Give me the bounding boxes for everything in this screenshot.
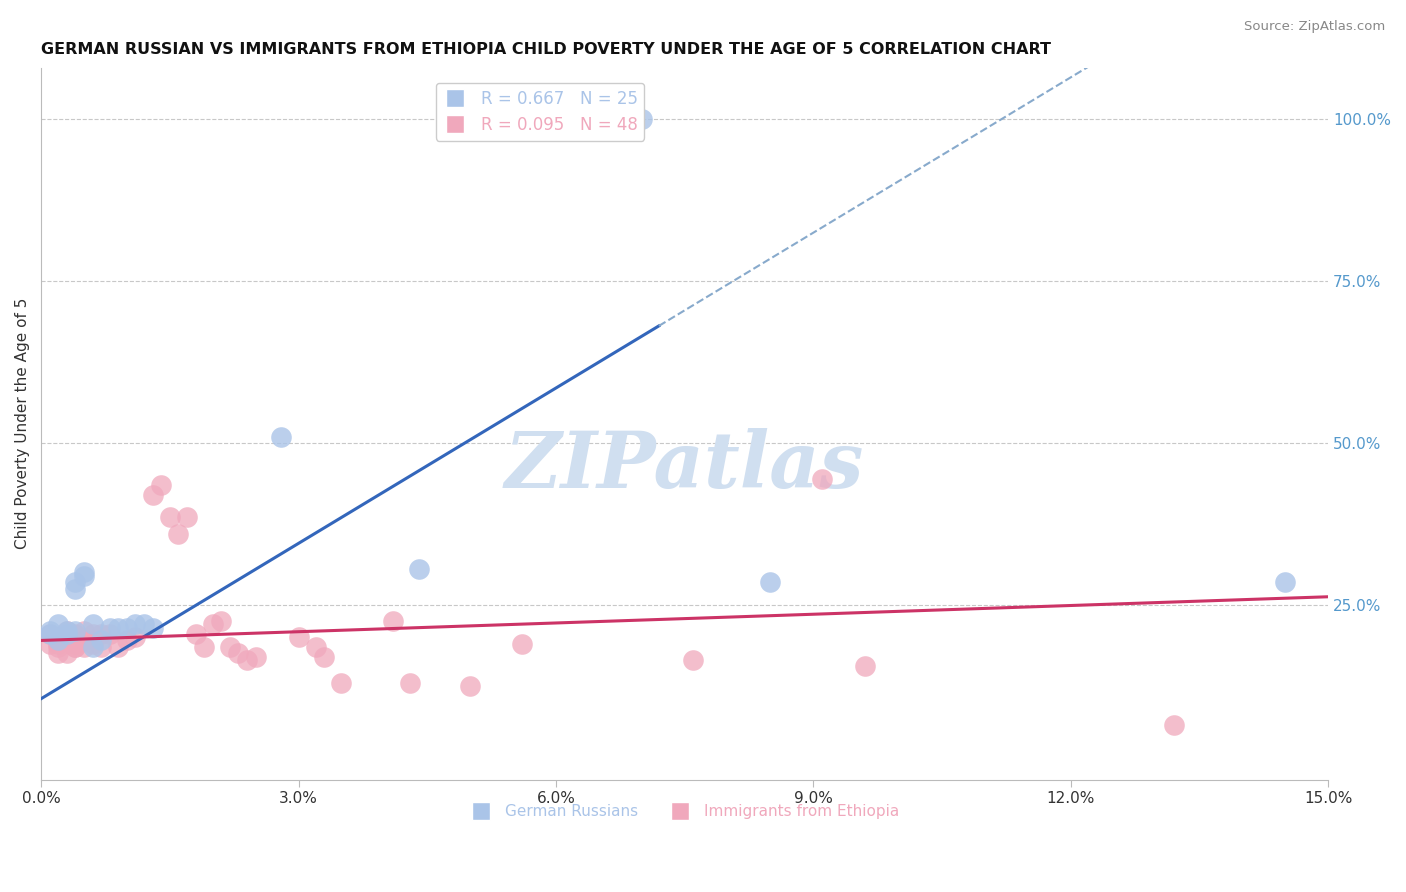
Point [193, 640, 215, 654]
Point [811, 472, 834, 486]
Point [142, 620, 165, 634]
Point [46, 637, 69, 651]
Point [201, 617, 224, 632]
Point [65, 624, 87, 638]
Point [65, 637, 87, 651]
Point [56, 624, 79, 638]
Point [38, 627, 60, 641]
Point [287, 630, 309, 644]
Point [82, 617, 104, 632]
Point [236, 653, 259, 667]
Point [65, 640, 87, 654]
Point [150, 478, 173, 492]
Point [65, 575, 87, 590]
Point [98, 627, 121, 641]
Point [82, 627, 104, 641]
Point [228, 647, 250, 661]
Point [1274, 575, 1296, 590]
Point [115, 620, 138, 634]
Point [510, 637, 533, 651]
Point [142, 488, 165, 502]
Point [408, 562, 430, 576]
Point [1163, 717, 1185, 731]
Point [132, 617, 155, 632]
Legend: German Russians, Immigrants from Ethiopia: German Russians, Immigrants from Ethiopi… [464, 798, 905, 825]
Point [245, 649, 267, 664]
Point [65, 582, 87, 596]
Y-axis label: Child Poverty Under the Age of 5: Child Poverty Under the Age of 5 [15, 298, 30, 549]
Point [759, 575, 782, 590]
Point [98, 620, 121, 634]
Point [330, 675, 353, 690]
Point [124, 630, 146, 644]
Point [82, 637, 104, 651]
Point [167, 526, 190, 541]
Point [38, 624, 60, 638]
Point [38, 627, 60, 641]
Text: ZIPatlas: ZIPatlas [505, 428, 865, 505]
Point [458, 679, 481, 693]
Point [65, 640, 87, 654]
Point [159, 510, 181, 524]
Text: GERMAN RUSSIAN VS IMMIGRANTS FROM ETHIOPIA CHILD POVERTY UNDER THE AGE OF 5 CORR: GERMAN RUSSIAN VS IMMIGRANTS FROM ETHIOP… [41, 42, 1052, 57]
Point [56, 633, 79, 648]
Point [314, 649, 336, 664]
Point [73, 624, 96, 638]
Point [73, 633, 96, 648]
Point [853, 659, 876, 673]
Point [65, 627, 87, 641]
Point [115, 633, 138, 648]
Point [209, 614, 232, 628]
Point [90, 640, 112, 654]
Point [682, 653, 704, 667]
Point [38, 637, 60, 651]
Point [176, 510, 198, 524]
Point [270, 429, 292, 443]
Point [46, 617, 69, 632]
Point [305, 640, 328, 654]
Point [399, 675, 422, 690]
Point [630, 112, 652, 127]
Point [56, 647, 79, 661]
Point [107, 620, 129, 634]
Point [73, 640, 96, 654]
Point [107, 640, 129, 654]
Point [82, 640, 104, 654]
Point [124, 617, 146, 632]
Point [90, 627, 112, 641]
Text: Source: ZipAtlas.com: Source: ZipAtlas.com [1244, 20, 1385, 33]
Point [90, 633, 112, 648]
Point [218, 640, 240, 654]
Point [184, 627, 207, 641]
Point [46, 633, 69, 648]
Point [46, 647, 69, 661]
Point [73, 568, 96, 582]
Point [73, 566, 96, 580]
Point [381, 614, 404, 628]
Point [46, 640, 69, 654]
Point [56, 624, 79, 638]
Point [56, 627, 79, 641]
